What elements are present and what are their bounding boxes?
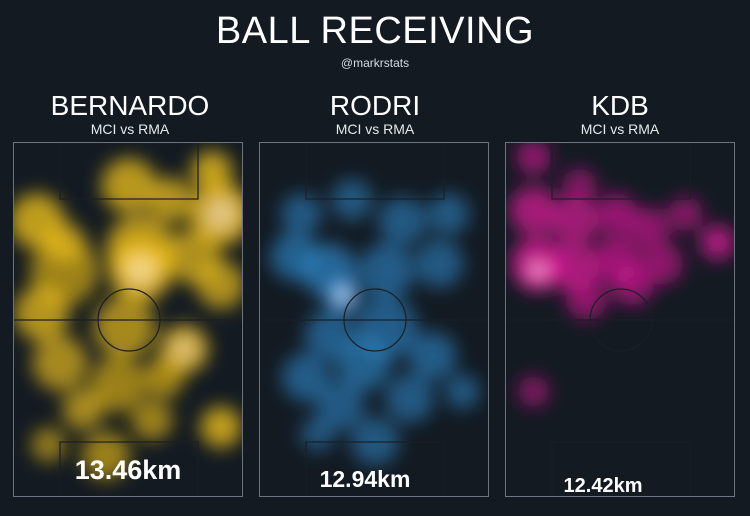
heat-spot bbox=[518, 375, 550, 408]
heat-spot bbox=[378, 196, 427, 246]
heat-core bbox=[335, 287, 351, 304]
bottom-penalty-box bbox=[551, 441, 691, 496]
heat-spot bbox=[595, 193, 638, 235]
heat-spot bbox=[191, 150, 233, 193]
heat-spot bbox=[62, 388, 104, 430]
pitch-lines bbox=[506, 143, 734, 496]
match-label-kdb: MCI vs RMA bbox=[580, 121, 660, 137]
heat-spot bbox=[131, 399, 173, 441]
heat-spot bbox=[30, 236, 100, 306]
player-name-bernardo: BERNARDO bbox=[50, 90, 210, 121]
heatmap-rodri-svg bbox=[260, 143, 488, 496]
heatmap-bernardo bbox=[13, 142, 243, 497]
distance-bernardo: 13.46km bbox=[74, 455, 182, 485]
distance-rodri: 12.94km bbox=[319, 466, 411, 492]
distance-kdb: 12.42km bbox=[563, 475, 643, 497]
heat-spot bbox=[31, 427, 66, 462]
center-circle bbox=[589, 288, 653, 352]
player-name-rodri: RODRI bbox=[329, 90, 421, 121]
bottom-penalty-box bbox=[59, 441, 199, 496]
heat-spot bbox=[611, 264, 654, 306]
heat-spot bbox=[304, 310, 354, 359]
heat-spot bbox=[509, 186, 558, 235]
heat-spot bbox=[550, 196, 600, 246]
heat-spot bbox=[300, 416, 335, 452]
heatmap-kdb-svg bbox=[506, 143, 734, 496]
heat-spot bbox=[196, 260, 242, 310]
heat-core bbox=[207, 200, 235, 228]
top-penalty-box bbox=[59, 143, 199, 200]
heat-layer bbox=[270, 179, 480, 466]
top-penalty-box bbox=[551, 143, 691, 200]
player-name-kdb: KDB bbox=[591, 90, 649, 121]
author-handle: @markrstats bbox=[340, 56, 410, 70]
heat-spot bbox=[89, 356, 146, 412]
heat-layer bbox=[14, 150, 242, 480]
bottom-penalty-box bbox=[305, 441, 445, 496]
heat-spot bbox=[81, 431, 131, 480]
heat-core bbox=[173, 338, 196, 360]
match-label-rodri: MCI vs RMA bbox=[335, 121, 415, 137]
pitch-lines bbox=[260, 143, 488, 496]
heatmap-bernardo-svg bbox=[14, 143, 242, 496]
page-title: BALL RECEIVING bbox=[215, 10, 535, 52]
heat-spot bbox=[32, 335, 88, 391]
heat-spot bbox=[331, 179, 373, 221]
pitch-lines bbox=[14, 143, 242, 496]
heat-core bbox=[531, 263, 546, 278]
heat-spot bbox=[516, 143, 551, 175]
heat-spot bbox=[668, 196, 703, 232]
heat-layer bbox=[509, 143, 734, 408]
top-penalty-box bbox=[305, 143, 445, 200]
heat-spot bbox=[101, 158, 157, 214]
center-circle bbox=[97, 288, 161, 352]
heat-core bbox=[126, 256, 155, 285]
heat-spot bbox=[350, 417, 400, 466]
heat-spot bbox=[280, 193, 323, 235]
heat-spot bbox=[142, 356, 185, 398]
heatmap-rodri bbox=[259, 142, 489, 497]
heat-spot bbox=[427, 193, 470, 235]
match-label-bernardo: MCI vs RMA bbox=[90, 121, 170, 137]
heat-spot bbox=[408, 331, 457, 381]
heat-spot bbox=[445, 374, 480, 409]
heat-spot bbox=[93, 296, 156, 359]
heat-spot bbox=[385, 374, 434, 423]
heat-spot bbox=[335, 335, 392, 391]
heat-spot bbox=[316, 381, 365, 430]
center-circle bbox=[343, 288, 407, 352]
heat-spot bbox=[358, 243, 415, 299]
heat-spot bbox=[147, 177, 193, 223]
heat-spot bbox=[627, 207, 670, 249]
heat-spot bbox=[200, 406, 242, 448]
heat-spot bbox=[281, 353, 331, 402]
heat-spot bbox=[415, 239, 464, 288]
heat-spot bbox=[565, 278, 608, 320]
heat-spot bbox=[700, 225, 734, 260]
heat-spot bbox=[641, 243, 684, 285]
heat-spot bbox=[562, 168, 597, 203]
heatmap-kdb bbox=[505, 142, 735, 497]
